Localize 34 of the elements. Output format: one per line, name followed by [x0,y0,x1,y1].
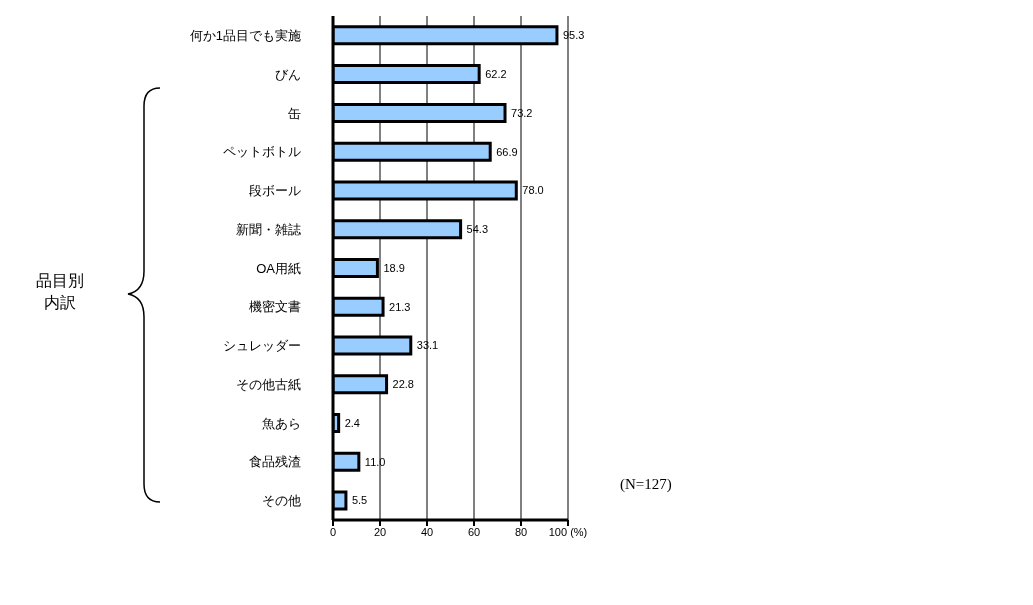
x-tick-label: 40 [420,525,434,538]
data-label: 78.0 [522,184,544,197]
y-tick-label: その他古紙 [236,376,301,392]
y-tick-label: 魚あら [262,415,301,431]
text: 品目別内訳 [35,271,85,313]
x-tick-label: 100 (%) [548,525,588,538]
y-tick-label: 何か1品目でも実施 [189,28,301,43]
y-tick-label: 食品残渣 [249,454,301,470]
y-tick-label: 段ボール [249,183,301,199]
data-label: 21.3 [389,300,411,313]
x-tick-label: 0 [329,525,337,538]
text: (N=127) [620,476,672,493]
y-tick-label: シュレッダー [223,338,301,354]
data-label: 2.4 [344,416,360,429]
y-tick-label: 機密文書 [249,299,301,315]
x-tick-label: 60 [467,525,481,538]
data-label: 22.8 [392,378,414,391]
data-label: 66.9 [496,145,518,158]
y-tick-label: びん [275,66,301,82]
data-label: 73.2 [511,106,533,119]
data-label: 33.1 [416,339,439,352]
y-tick-label: ペットボトル [223,144,301,160]
data-label: 5.5 [351,494,368,507]
y-tick-label: OA用紙 [256,260,301,276]
data-label: 18.9 [383,261,405,274]
data-label: 11.0 [364,455,386,468]
x-tick-label: 80 [514,525,528,538]
y-tick-label: その他 [262,493,301,509]
y-tick-label: 新聞・雑誌 [236,221,301,237]
data-label: 62.2 [485,68,507,81]
y-tick-label: 缶 [288,105,301,121]
x-tick-label: 20 [373,525,387,538]
data-label: 95.3 [562,29,585,42]
data-label: 54.3 [466,223,489,236]
